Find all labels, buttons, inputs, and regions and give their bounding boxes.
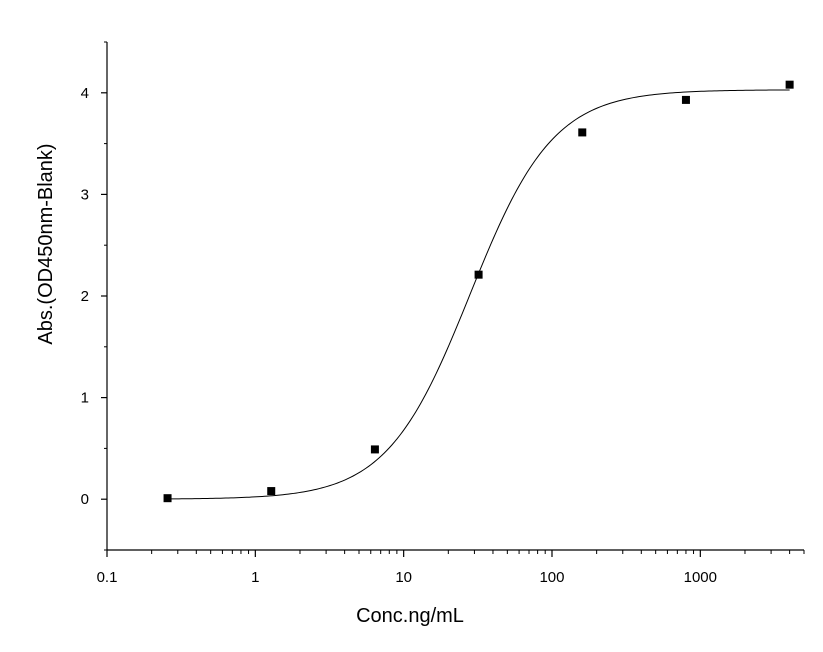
y-axis-title: Abs.(OD450nm-Blank) <box>35 143 57 344</box>
y-tick-label-2: 2 <box>81 288 89 305</box>
y-tick-label-0: 0 <box>81 491 89 508</box>
x-tick-label-1: 1 <box>251 569 259 586</box>
data-point-6 <box>785 80 794 89</box>
data-point-2 <box>370 445 379 454</box>
x-tick-label-0: 0.1 <box>97 569 118 586</box>
x-tick-label-4: 1000 <box>684 569 717 586</box>
y-tick-label-4: 4 <box>81 85 89 102</box>
y-tick-label-3: 3 <box>81 186 89 203</box>
data-point-1 <box>267 487 276 496</box>
data-point-0 <box>163 494 172 503</box>
data-point-5 <box>681 95 690 104</box>
y-ticks: 0 1 2 3 4 <box>81 41 107 551</box>
x-axis-title: Conc.ng/mL <box>356 605 464 627</box>
data-point-3 <box>474 270 483 279</box>
y-tick-label-1: 1 <box>81 390 89 407</box>
plot-area: 0 1 2 3 4 0.1 1 10 100 1000 <box>81 41 805 586</box>
fit-curve <box>166 89 790 500</box>
x-tick-label-3: 100 <box>539 569 564 586</box>
x-tick-label-2: 10 <box>395 569 412 586</box>
x-ticks: 0.1 1 10 100 1000 <box>97 550 805 586</box>
data-point-4 <box>578 128 587 137</box>
data-points <box>163 80 794 503</box>
